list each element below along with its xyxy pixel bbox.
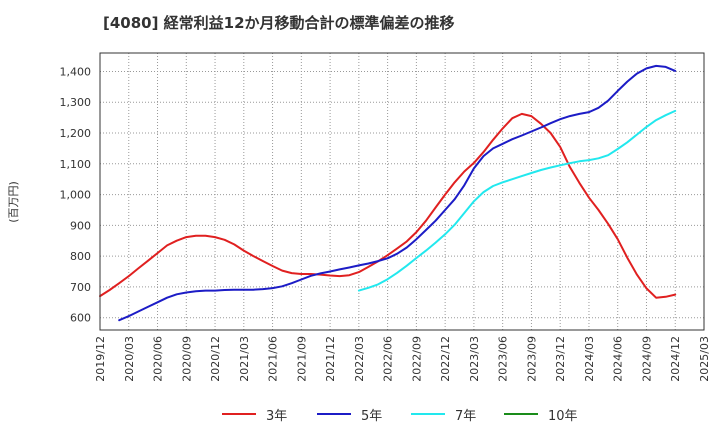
y-tick-label: 600 — [70, 312, 91, 325]
x-tick-label: 2022/12 — [439, 336, 452, 382]
legend-item: 5年 — [317, 404, 382, 424]
y-axis-label: (百万円) — [7, 181, 20, 223]
legend-swatch — [411, 413, 445, 415]
legend-label: 10年 — [548, 408, 578, 424]
x-tick-label: 2021/09 — [295, 336, 308, 382]
x-tick-label: 2021/03 — [238, 336, 251, 382]
y-tick-label: 1,200 — [60, 127, 92, 140]
x-tick-label: 2025/03 — [698, 336, 711, 382]
x-tick-label: 2024/09 — [640, 336, 653, 382]
x-axis-ticks: 2019/12 2020/03 2020/06 2020/09 2020/12 2021/… — [94, 336, 711, 382]
y-tick-label: 1,100 — [60, 158, 92, 171]
series-line-1 — [99, 112, 677, 299]
series-line-2 — [118, 64, 677, 322]
legend-swatch — [222, 413, 256, 415]
plot-area-background — [100, 53, 704, 330]
legend-swatch — [317, 413, 351, 415]
x-tick-label: 2020/12 — [209, 336, 222, 382]
legend: 3年 5年 7年 10年 — [0, 400, 720, 428]
chart-title: [4080] 経常利益12か月移動合計の標準偏差の推移 — [103, 14, 455, 32]
y-tick-label: 1,000 — [60, 189, 92, 202]
y-tick-label: 1,300 — [60, 96, 92, 109]
x-tick-label: 2022/09 — [410, 336, 423, 382]
x-tick-label: 2024/06 — [612, 336, 625, 382]
x-tick-label: 2019/12 — [94, 336, 107, 382]
legend-label: 3年 — [266, 408, 288, 424]
x-tick-label: 2024/12 — [669, 336, 682, 382]
legend-item: 10年 — [504, 404, 578, 424]
x-tick-label: 2023/12 — [554, 336, 567, 382]
series-lines — [99, 64, 677, 322]
y-tick-label: 1,400 — [60, 65, 92, 78]
x-tick-label: 2020/09 — [180, 336, 193, 382]
legend-swatch — [504, 413, 538, 415]
x-tick-label: 2022/06 — [382, 336, 395, 382]
x-tick-label: 2024/03 — [583, 336, 596, 382]
legend-label: 7年 — [455, 408, 477, 424]
plot-area-frame — [99, 52, 705, 331]
y-tick-label: 800 — [70, 250, 91, 263]
y-tick-label: 700 — [70, 281, 91, 294]
x-tick-label: 2023/06 — [497, 336, 510, 382]
x-tick-label: 2022/03 — [353, 336, 366, 382]
x-tick-label: 2020/06 — [152, 336, 165, 382]
x-tick-label: 2020/03 — [123, 336, 136, 382]
x-tick-label: 2023/09 — [525, 336, 538, 382]
y-tick-label: 900 — [70, 219, 91, 232]
x-tick-label: 2021/06 — [267, 336, 280, 382]
legend-item: 7年 — [411, 404, 476, 424]
legend-label: 5年 — [361, 408, 383, 424]
x-tick-label: 2023/03 — [468, 336, 481, 382]
legend-item: 3年 — [222, 404, 287, 424]
series-line-3 — [357, 109, 677, 292]
x-tick-label: 2021/12 — [324, 336, 337, 382]
y-axis-ticks: 600 700 800 900 1,000 1,100 1,200 1,300 1,400 — [60, 65, 92, 324]
